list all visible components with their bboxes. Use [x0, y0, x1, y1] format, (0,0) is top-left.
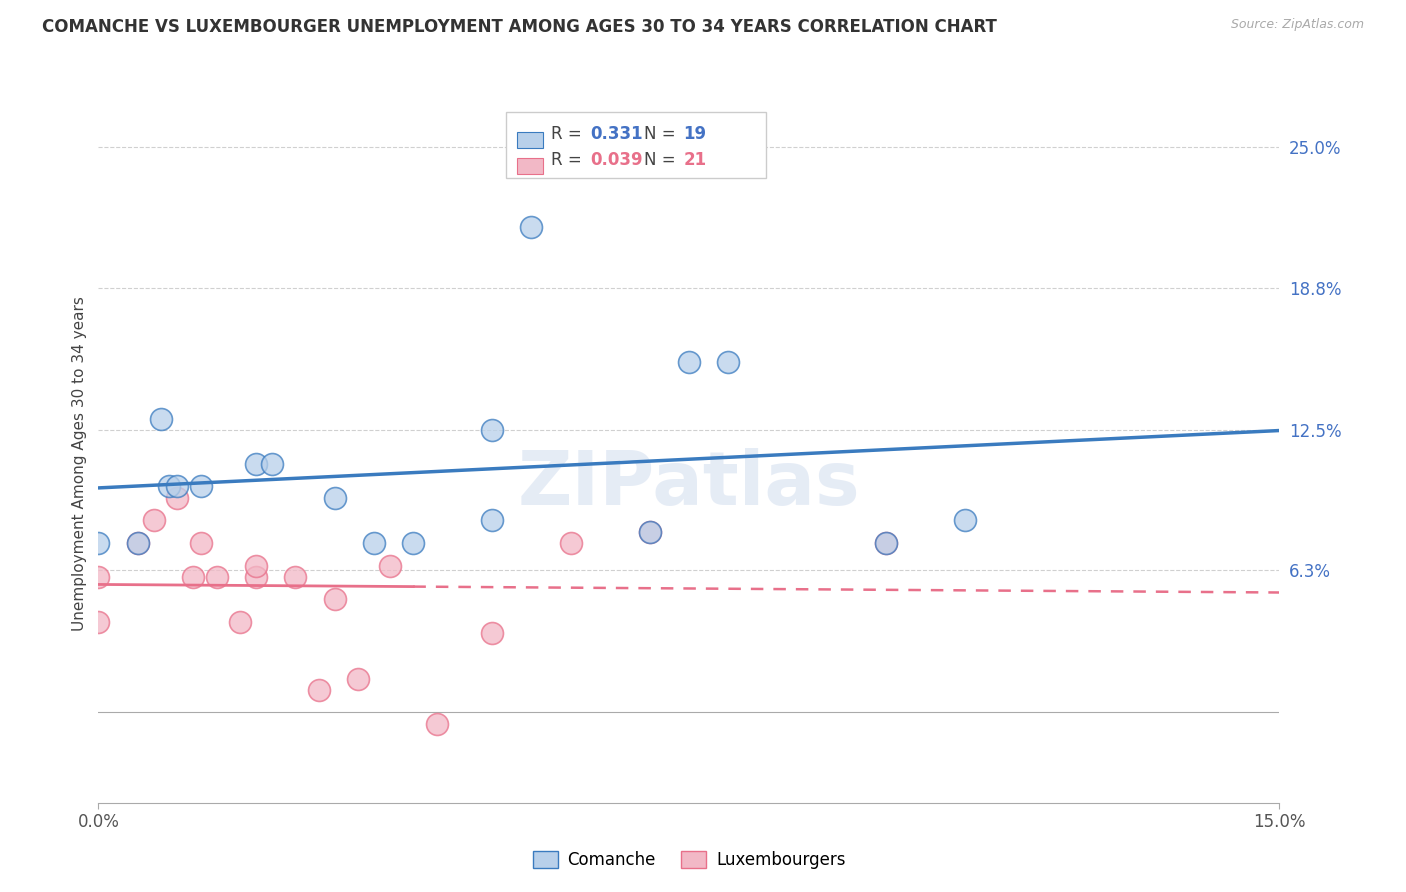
Point [260, 457, 283, 471]
Point [87, 570, 110, 584]
Point [229, 615, 252, 629]
Text: N =: N = [644, 152, 681, 169]
Point [127, 536, 149, 550]
Point [166, 491, 188, 505]
Point [245, 558, 267, 573]
Point [402, 536, 425, 550]
Point [481, 513, 503, 527]
Text: 19: 19 [683, 125, 706, 143]
Text: ZIPatlas: ZIPatlas [517, 448, 860, 521]
Point [190, 536, 212, 550]
Point [308, 682, 330, 697]
Point [717, 355, 740, 369]
Text: 21: 21 [683, 152, 706, 169]
Point [953, 513, 976, 527]
Text: 0.039: 0.039 [591, 152, 643, 169]
Point [875, 536, 897, 550]
Point [678, 355, 700, 369]
Point [520, 219, 543, 234]
Point [875, 536, 897, 550]
Point [245, 570, 267, 584]
Y-axis label: Unemployment Among Ages 30 to 34 years: Unemployment Among Ages 30 to 34 years [72, 296, 87, 632]
Point [638, 524, 661, 539]
Point [481, 626, 503, 640]
Point [426, 716, 449, 731]
Point [323, 592, 346, 607]
Point [87, 536, 110, 550]
Point [127, 536, 149, 550]
Point [150, 411, 173, 425]
Text: N =: N = [644, 125, 681, 143]
Point [166, 479, 188, 493]
Text: Source: ZipAtlas.com: Source: ZipAtlas.com [1230, 18, 1364, 31]
Point [363, 536, 385, 550]
Text: 0.331: 0.331 [591, 125, 643, 143]
Point [481, 423, 503, 437]
Point [142, 513, 165, 527]
Point [205, 570, 228, 584]
Point [190, 479, 212, 493]
Legend: Comanche, Luxembourgers: Comanche, Luxembourgers [526, 845, 852, 876]
Text: R =: R = [551, 125, 588, 143]
Point [87, 615, 110, 629]
Point [347, 672, 370, 686]
Point [181, 570, 204, 584]
Point [560, 536, 582, 550]
Point [245, 457, 267, 471]
Text: R =: R = [551, 152, 588, 169]
Point [157, 479, 180, 493]
Point [378, 558, 401, 573]
Text: COMANCHE VS LUXEMBOURGER UNEMPLOYMENT AMONG AGES 30 TO 34 YEARS CORRELATION CHAR: COMANCHE VS LUXEMBOURGER UNEMPLOYMENT AM… [42, 18, 997, 36]
Point [284, 570, 307, 584]
Point [638, 524, 661, 539]
Point [323, 491, 346, 505]
